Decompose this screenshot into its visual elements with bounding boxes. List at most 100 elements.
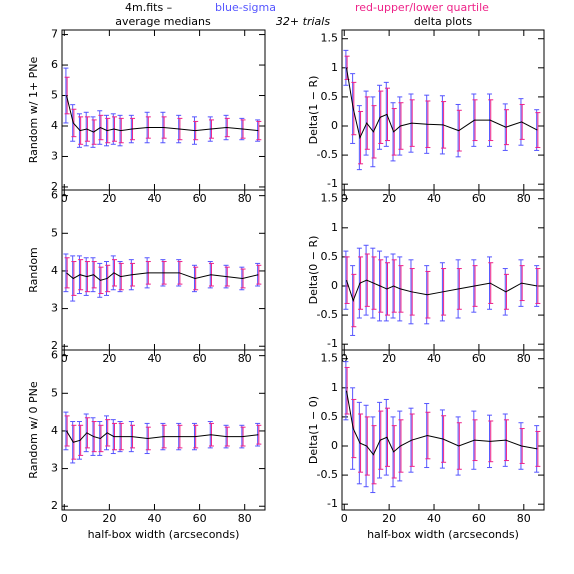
plot-frame (61, 189, 266, 351)
y-tick-label: 5 (51, 89, 58, 102)
x-tick-label: 60 (193, 352, 207, 365)
sigma-error-bar (350, 387, 356, 470)
y-axis-label: Delta(1 − R) (307, 76, 320, 145)
quartile-error-bar (64, 415, 70, 447)
median-line (346, 279, 538, 303)
x-tick-label: 0 (61, 192, 68, 205)
x-tick-label: 80 (238, 352, 252, 365)
median-line (345, 67, 538, 140)
sigma-error-bar (356, 105, 362, 171)
y-tick-label: 1 (331, 381, 338, 394)
quartile-error-bar (371, 425, 377, 485)
x-tick-label: 40 (427, 352, 441, 365)
x-tick-label: 80 (238, 192, 252, 205)
y-tick-label: 0 (331, 119, 338, 132)
y-tick-label: -1 (327, 337, 338, 350)
y-tick-label: 3 (51, 149, 58, 162)
quartile-error-bar (344, 366, 350, 415)
median-line (66, 272, 259, 281)
x-tick-label: 80 (238, 512, 252, 525)
sigma-error-bar (343, 361, 349, 421)
file-label: 4m.fits – (125, 1, 172, 14)
quartile-error-bar (384, 407, 390, 467)
plot-frame (341, 189, 545, 351)
x-tick-label: 60 (472, 352, 486, 365)
quartile-note: red-upper/lower quartile (355, 1, 489, 14)
y-tick-label: -0.5 (317, 148, 338, 161)
y-tick-label: 3 (51, 462, 58, 475)
quartile-error-bar (351, 81, 357, 136)
x-tick-label: 60 (193, 512, 207, 525)
sigma-error-bar (70, 421, 76, 464)
y-tick-label: 6 (51, 58, 58, 71)
quartile-error-bar (535, 430, 541, 467)
sigma-error-bar (350, 73, 356, 144)
y-tick-label: 2 (51, 339, 58, 352)
y-tick-label: 5 (51, 386, 58, 399)
x-tick-label: 0 (61, 352, 68, 365)
x-tick-label: 20 (102, 512, 116, 525)
x-tick-label: 0 (341, 512, 348, 525)
y-tick-label: 2 (51, 499, 58, 512)
x-tick-label: 20 (382, 192, 396, 205)
y-tick-label: 6 (51, 349, 58, 362)
sigma-error-bar (356, 247, 362, 319)
x-tick-label: 40 (147, 192, 161, 205)
quartile-error-bar (535, 112, 541, 149)
quartile-error-bar (384, 87, 390, 142)
sigma-error-bar (390, 102, 396, 162)
y-tick-label: 5 (51, 226, 58, 239)
x-tick-label: 0 (61, 512, 68, 525)
quartile-error-bar (344, 256, 350, 304)
sigma-error-bar (70, 104, 76, 142)
x-tick-label: 80 (517, 192, 531, 205)
x-tick-label: 20 (102, 192, 116, 205)
x-tick-label: 80 (517, 352, 531, 365)
quartile-error-bar (256, 264, 262, 285)
y-tick-label: 1.5 (321, 352, 339, 365)
x-tick-label: 20 (382, 352, 396, 365)
x-tick-label: 80 (517, 512, 531, 525)
quartile-error-bar (351, 273, 357, 328)
sigma-error-bar (377, 84, 383, 150)
y-tick-label: 6 (51, 189, 58, 202)
y-axis-label: Random w/ 0 PNe (27, 381, 40, 479)
trials-label: 32+ trials (276, 15, 330, 28)
y-axis-label: Delta(1 − 0) (307, 396, 320, 464)
y-axis-label: Random w/ 1+ PNe (27, 56, 40, 163)
y-tick-label: 7 (51, 28, 58, 41)
quartile-error-bar (64, 76, 70, 115)
y-tick-label: 0.5 (321, 250, 339, 263)
y-tick-label: 0.5 (321, 90, 339, 103)
y-tick-label: 3 (51, 302, 58, 315)
y-tick-label: 1 (331, 221, 338, 234)
plot-frame (341, 349, 545, 511)
quartile-error-bar (358, 110, 364, 165)
y-tick-label: 1 (331, 61, 338, 74)
x-tick-label: 40 (147, 352, 161, 365)
y-tick-label: -0.5 (317, 308, 338, 321)
x-tick-label: 60 (472, 192, 486, 205)
sigma-error-bar (343, 250, 349, 310)
x-tick-label: 40 (147, 512, 161, 525)
x-tick-label: 60 (193, 192, 207, 205)
plot-frame (61, 29, 266, 191)
quartile-error-bar (351, 398, 357, 459)
y-tick-label: -1 (327, 177, 338, 190)
quartile-error-bar (371, 105, 377, 159)
sigma-error-bar (63, 253, 69, 293)
quartile-error-bar (256, 424, 262, 445)
x-tick-label: 40 (427, 512, 441, 525)
y-tick-label: 0 (331, 279, 338, 292)
y-tick-label: 4 (51, 424, 58, 437)
sigma-error-bar (356, 401, 362, 485)
sigma-error-bar (390, 416, 396, 488)
x-tick-label: 20 (382, 512, 396, 525)
y-tick-label: -0.5 (317, 468, 338, 481)
sigma-note: blue-sigma (215, 1, 276, 14)
sigma-error-bar (363, 90, 369, 156)
y-tick-label: -1 (327, 497, 338, 510)
x-tick-label: 20 (102, 352, 116, 365)
median-line (66, 95, 259, 133)
